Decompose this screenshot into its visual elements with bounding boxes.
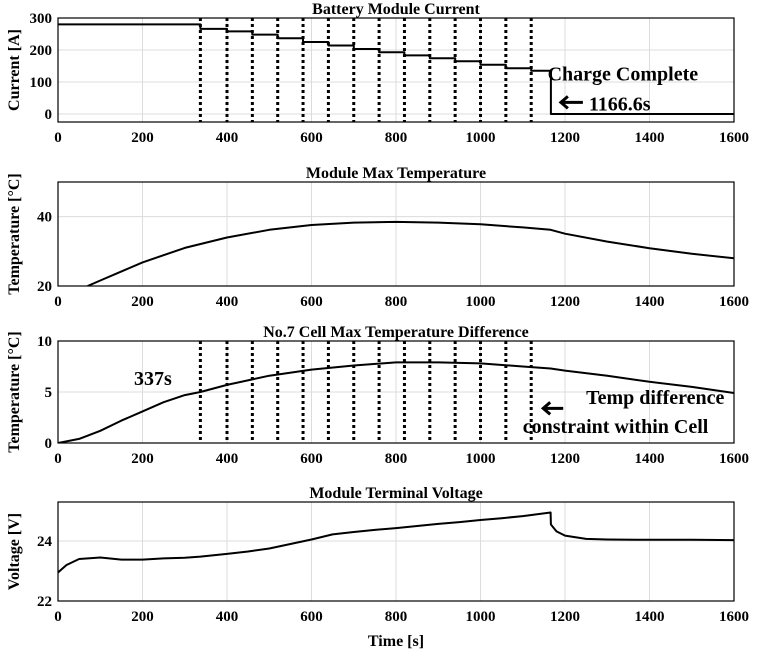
plot-frame — [57, 501, 735, 602]
annotation-text: 1166.6s — [589, 93, 651, 115]
annotation-text: Temp difference — [586, 387, 724, 409]
chart-panel-2: 0 200 400 600 800 1000 1200 1400 1600 20 40 Module … — [6, 165, 749, 310]
x-tick-label: 800 — [385, 130, 408, 146]
x-tick-label: 1200 — [550, 130, 580, 146]
y-tick-label: 20 — [37, 279, 52, 295]
annotation-arrow — [540, 401, 564, 416]
y-tick-label: 0 — [45, 107, 53, 123]
x-tick-label: 800 — [385, 294, 408, 310]
series-line — [58, 511, 734, 574]
y-tick-label: 10 — [37, 334, 52, 350]
series-line — [87, 220, 734, 286]
x-tick-label: 600 — [300, 451, 323, 467]
annotation-text: Charge Complete — [548, 63, 699, 85]
x-tick-label: 200 — [131, 294, 154, 310]
y-tick-label: 300 — [30, 11, 53, 27]
x-tick-label: 1200 — [550, 609, 580, 625]
x-tick-label: 400 — [216, 294, 239, 310]
x-tick-label: 1200 — [550, 451, 580, 467]
x-tick-label: 1400 — [635, 609, 665, 625]
x-tick-label: 1600 — [719, 609, 749, 625]
y-tick-label: 0 — [45, 436, 53, 452]
x-tick-label: 0 — [54, 609, 62, 625]
plot-frame — [57, 17, 735, 123]
x-tick-label: 600 — [300, 130, 323, 146]
plot-frame — [57, 181, 735, 287]
chart-panel-1: 0 200 400 600 800 1000 1200 1400 1600 0 100 200 300 B… — [6, 1, 749, 146]
chart-panel-3: 0 200 400 600 800 1000 1200 1400 1600 0 5 10 No.7 Ce… — [6, 324, 749, 467]
y-tick-label: 200 — [30, 43, 53, 59]
x-tick-label: 200 — [131, 451, 154, 467]
series-line — [58, 361, 734, 443]
x-axis-label: Time [s] — [368, 633, 424, 650]
y-tick-label: 40 — [37, 210, 52, 226]
x-tick-label: 200 — [131, 609, 154, 625]
chart-title: Module Max Temperature — [306, 165, 486, 182]
x-tick-label: 800 — [385, 451, 408, 467]
chart-panel-4: 0 200 400 600 800 1000 1200 1400 1600 22 24 Module … — [6, 485, 749, 650]
y-axis-label: Temperature [°C] — [6, 331, 23, 452]
x-tick-label: 400 — [216, 609, 239, 625]
x-tick-label: 600 — [300, 609, 323, 625]
y-tick-label: 24 — [37, 534, 53, 550]
x-tick-label: 0 — [54, 130, 62, 146]
x-tick-label: 1600 — [719, 294, 749, 310]
series-line — [58, 23, 734, 115]
plot-frame — [57, 340, 735, 444]
x-tick-label: 1200 — [550, 294, 580, 310]
x-tick-label: 1400 — [635, 451, 665, 467]
y-tick-label: 100 — [30, 75, 53, 91]
x-tick-label: 1000 — [466, 609, 496, 625]
x-tick-label: 1400 — [635, 130, 665, 146]
y-axis-label: Temperature [°C] — [6, 173, 23, 294]
chart-title: Battery Module Current — [312, 1, 480, 18]
x-tick-label: 400 — [216, 130, 239, 146]
y-axis-label: Current [A] — [6, 29, 23, 111]
y-tick-label: 5 — [45, 385, 53, 401]
annotation-text: 337s — [134, 368, 172, 390]
x-tick-label: 1600 — [719, 130, 749, 146]
y-axis-label: Voltage [V] — [6, 513, 23, 590]
x-tick-label: 1600 — [719, 451, 749, 467]
chart-title: Module Terminal Voltage — [309, 485, 482, 502]
x-tick-label: 400 — [216, 451, 239, 467]
chart-title: No.7 Cell Max Temperature Difference — [263, 324, 529, 341]
annotation-arrow — [558, 95, 583, 110]
x-tick-label: 200 — [131, 130, 154, 146]
x-tick-label: 600 — [300, 294, 323, 310]
x-tick-label: 1000 — [466, 130, 496, 146]
annotation-text: constraint within Cell — [523, 416, 709, 438]
x-tick-label: 1000 — [466, 451, 496, 467]
x-tick-label: 0 — [54, 294, 62, 310]
x-tick-label: 800 — [385, 609, 408, 625]
x-tick-label: 0 — [54, 451, 62, 467]
x-tick-label: 1400 — [635, 294, 665, 310]
y-tick-label: 22 — [37, 594, 52, 610]
x-tick-label: 1000 — [466, 294, 496, 310]
